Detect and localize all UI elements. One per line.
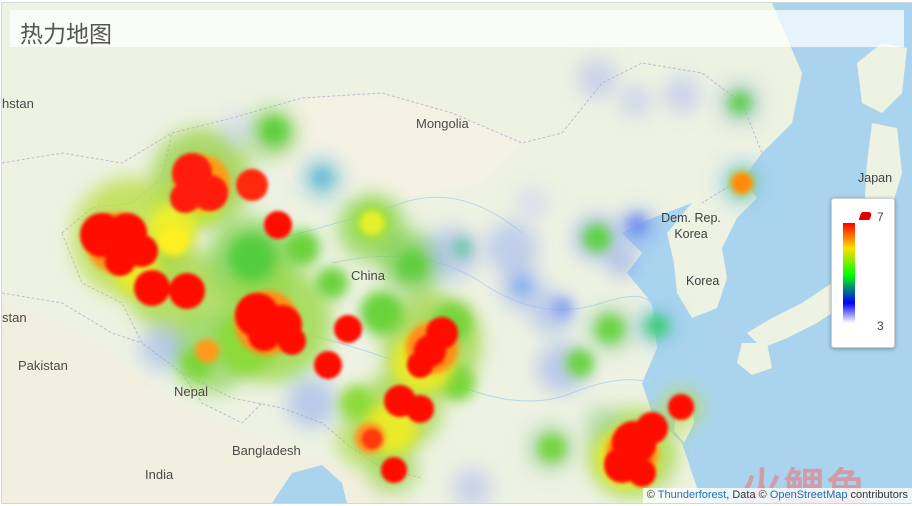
- south-asia-land: [2, 303, 422, 503]
- label-dprk: Dem. Rep. Korea: [654, 210, 728, 242]
- label-india: India: [145, 467, 174, 482]
- hokkaido: [857, 43, 907, 113]
- bay-of-bengal: [272, 465, 347, 503]
- label-pakistan: Pakistan: [18, 358, 68, 373]
- legend-gradient-bar: [843, 223, 855, 323]
- label-japan: Japan: [858, 171, 893, 185]
- label-afghanistan: stan: [2, 310, 27, 325]
- kyushu: [737, 343, 772, 375]
- label-mongolia: Mongolia: [416, 116, 469, 131]
- label-nepal: Nepal: [174, 384, 208, 399]
- korean-peninsula: [667, 178, 757, 318]
- attribution-data-prefix: , Data ©: [726, 489, 770, 501]
- attribution-osm-link[interactable]: OpenStreetMap: [769, 489, 848, 501]
- title-bar: 热力地图: [10, 10, 904, 48]
- label-korea: Korea: [686, 274, 720, 288]
- attribution-copyright: ©: [646, 489, 658, 501]
- label-bangladesh: Bangladesh: [232, 443, 301, 458]
- map-attribution: © Thunderforest, Data © OpenStreetMap co…: [642, 488, 912, 503]
- legend-max-value: 7: [877, 210, 884, 224]
- label-china: China: [351, 268, 385, 283]
- attribution-suffix: contributors: [847, 489, 908, 501]
- sea: [622, 3, 912, 503]
- base-map: [2, 3, 912, 503]
- heatmap-legend: 7 3: [831, 198, 895, 348]
- map-title: 热力地图: [20, 22, 112, 48]
- legend-min-value: 3: [877, 319, 884, 333]
- label-dprk-line1: Dem. Rep.: [661, 211, 721, 225]
- attribution-thunderforest-link[interactable]: Thunderforest: [657, 489, 727, 501]
- hainan: [534, 469, 567, 495]
- legend-handle-icon[interactable]: [858, 212, 873, 220]
- label-dprk-line2: Korea: [674, 227, 708, 241]
- label-kazakhstan: hstan: [2, 96, 34, 111]
- heat-mid-layer: [115, 92, 754, 488]
- heat-hot-layer: [80, 153, 750, 487]
